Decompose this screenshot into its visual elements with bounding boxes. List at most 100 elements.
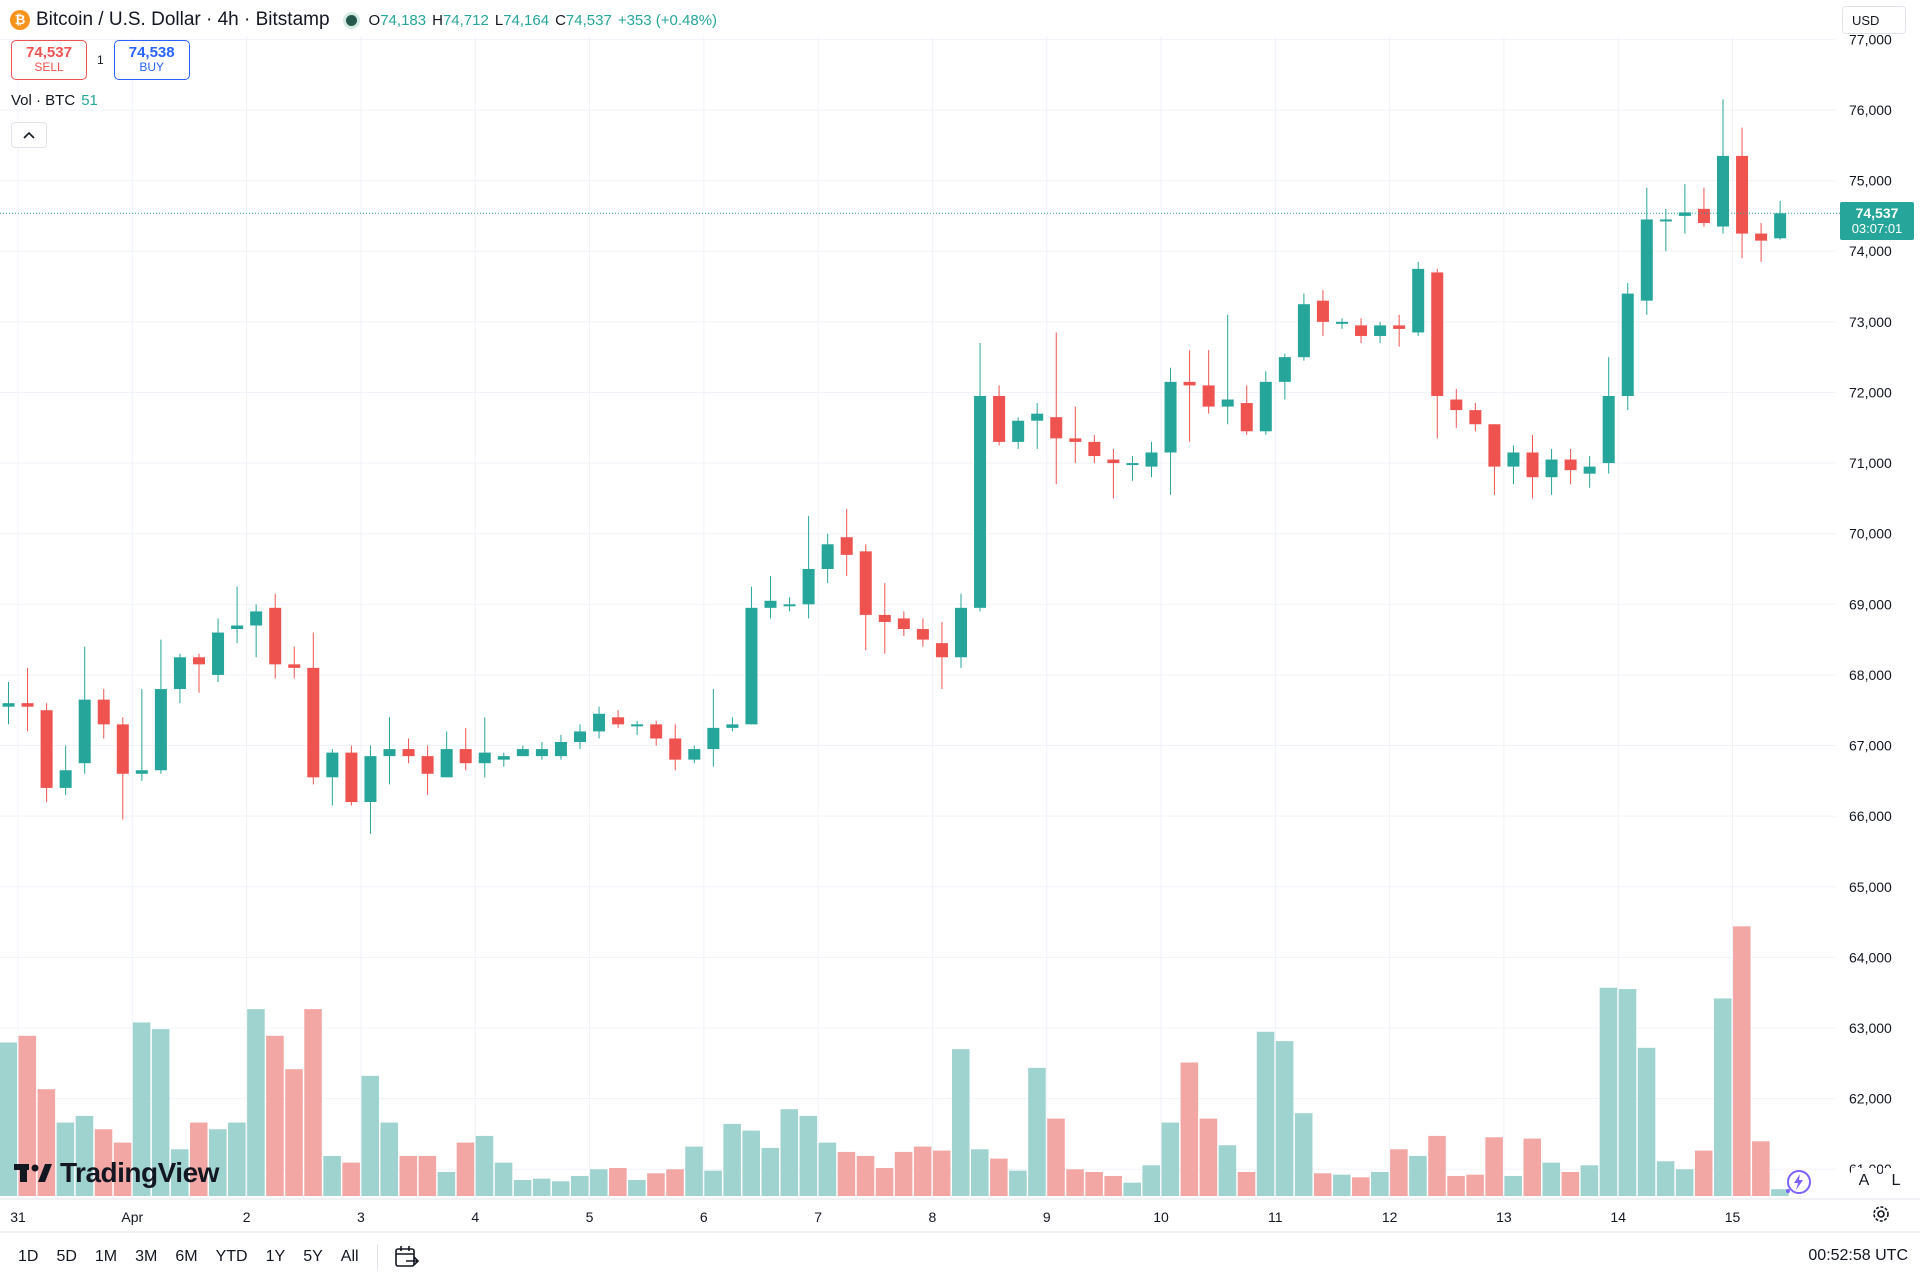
candle-body [1126, 463, 1139, 466]
range-1m[interactable]: 1M [94, 1248, 118, 1265]
candle-body [631, 724, 644, 727]
sell-label: SELL [34, 60, 64, 74]
candle-body [1621, 293, 1634, 396]
tradingview-logo[interactable]: TradingView [14, 1157, 219, 1189]
volume-bar [1485, 1137, 1503, 1196]
volume-bar [151, 1029, 170, 1196]
volume-bar [1275, 1041, 1294, 1196]
volume-bar [1599, 987, 1618, 1196]
volume-legend[interactable]: Vol · BTC 51 [11, 92, 98, 109]
candle-body [764, 600, 777, 608]
volume-bar [875, 1167, 894, 1196]
candle-body [859, 551, 872, 615]
buy-label: BUY [139, 60, 165, 74]
lightning-icon[interactable] [1783, 1167, 1813, 1197]
volume-bar [323, 1155, 341, 1196]
price-tick-label: 66,000 [1849, 808, 1892, 824]
gear-icon[interactable] [1870, 1203, 1892, 1225]
calendar-icon[interactable] [392, 1243, 420, 1271]
price-tick-label: 71,000 [1849, 455, 1892, 471]
utc-clock[interactable]: 00:52:58 UTC [1808, 1247, 1908, 1264]
candle-body [1374, 325, 1387, 336]
collapse-legend-button[interactable] [11, 122, 47, 148]
candle-body [783, 604, 796, 607]
volume-bar [1028, 1067, 1046, 1196]
price-tick-label: 75,000 [1849, 173, 1892, 189]
price-tick-label: 72,000 [1849, 384, 1892, 400]
candle-body [1393, 325, 1406, 329]
candle-body [288, 664, 301, 668]
candle-body [1526, 452, 1539, 478]
range-6m[interactable]: 6M [175, 1248, 198, 1265]
volume-bar [1180, 1062, 1199, 1196]
candle-countdown: 03:07:01 [1851, 221, 1903, 236]
candle-body [688, 749, 701, 760]
market-status-icon[interactable] [345, 14, 357, 26]
volume-bar [1713, 998, 1732, 1196]
ohlc-values: O74,183 H74,712 L74,164 C74,537 +353 (+0.48%… [368, 11, 718, 29]
volume-bar [990, 1158, 1008, 1196]
range-5d[interactable]: 5D [56, 1248, 77, 1265]
range-3m[interactable]: 3M [135, 1248, 158, 1265]
candle-body [1431, 272, 1444, 396]
symbol-legend: ₿ Bitcoin / U.S. Dollar · 4h · Bitstamp … [10, 8, 717, 32]
range-ytd[interactable]: YTD [215, 1248, 248, 1265]
volume-bar [247, 1009, 265, 1196]
candle-body [1164, 381, 1177, 453]
volume-bar [1694, 1150, 1713, 1196]
log-scale-button[interactable]: L [1883, 1168, 1909, 1194]
range-all[interactable]: All [340, 1248, 359, 1265]
buy-button[interactable]: 74,538 BUY [113, 40, 190, 80]
open-value: 74,183 [380, 11, 427, 29]
volume-bar [723, 1123, 741, 1196]
range-1d[interactable]: 1D [18, 1248, 39, 1265]
volume-bar [1332, 1174, 1351, 1196]
volume-label: Vol · BTC [11, 92, 76, 109]
candle-body [516, 749, 529, 757]
candle-body [821, 544, 834, 569]
candle-body [154, 689, 167, 771]
price-tick-label: 73,000 [1849, 314, 1892, 330]
price-tick-label: 76,000 [1849, 102, 1892, 118]
candle-body [21, 703, 34, 707]
candle-body [459, 749, 472, 764]
candle-body [1012, 420, 1025, 442]
volume-bar [761, 1147, 780, 1196]
candle-body [421, 756, 434, 774]
candle-body [1678, 212, 1691, 216]
candle-body [1031, 413, 1044, 421]
time-tick-label: 14 [1610, 1209, 1626, 1225]
volume-bar [799, 1115, 818, 1196]
candle-body [1202, 385, 1215, 407]
candle-body [250, 611, 263, 626]
time-tick-label: 15 [1725, 1209, 1741, 1225]
volume-bar [1142, 1165, 1161, 1196]
time-tick-label: 9 [1043, 1209, 1051, 1225]
volume-bar [666, 1169, 684, 1196]
range-1y[interactable]: 1Y [265, 1248, 286, 1265]
last-price-value: 74,537 [1855, 205, 1899, 221]
auto-scale-button[interactable]: A [1851, 1168, 1877, 1194]
volume-bar [418, 1155, 437, 1196]
volume-bar [189, 1122, 208, 1196]
volume-bar [856, 1155, 875, 1196]
volume-bar [780, 1109, 799, 1196]
tradingview-logo-icon [14, 1164, 52, 1182]
volume-bar [475, 1135, 494, 1196]
volume-bar [1294, 1113, 1313, 1196]
symbol-title[interactable]: Bitcoin / U.S. Dollar · 4h · Bitstamp [36, 9, 330, 30]
volume-bar [1504, 1175, 1522, 1196]
time-tick-label: Apr [121, 1209, 143, 1225]
sell-price: 74,537 [26, 44, 72, 61]
candle-body [1221, 399, 1234, 407]
volume-bar [18, 1035, 37, 1196]
price-tick-label: 77,000 [1849, 31, 1892, 47]
candle-body [1050, 417, 1063, 439]
price-tick-label: 65,000 [1849, 879, 1892, 895]
sell-button[interactable]: 74,537 SELL [11, 40, 87, 80]
currency-selector[interactable]: USD [1842, 6, 1906, 34]
candle-body [345, 752, 358, 803]
range-5y[interactable]: 5Y [303, 1248, 323, 1265]
candle-body [1278, 357, 1291, 382]
